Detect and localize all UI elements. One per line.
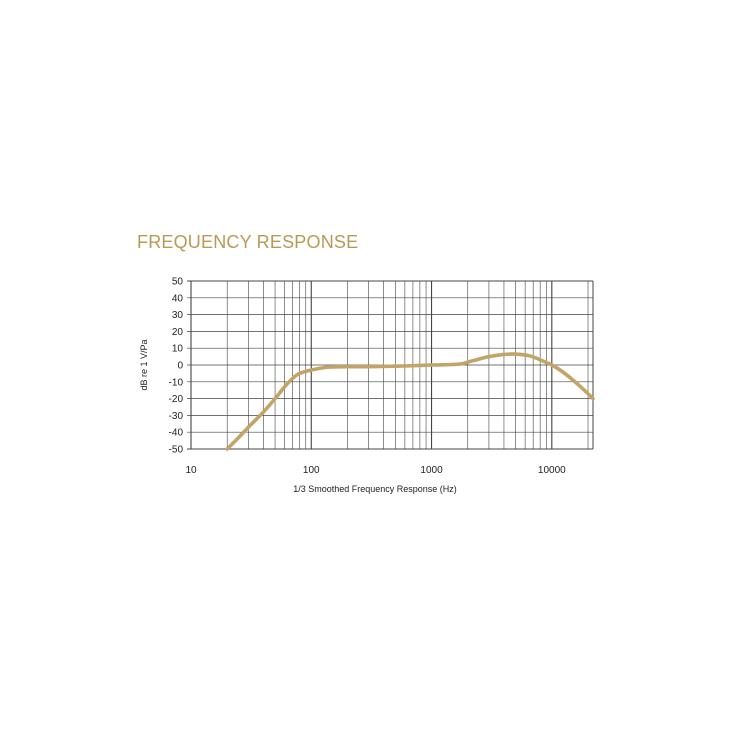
- y-tick-label: -20: [169, 394, 184, 405]
- y-tick-label: 0: [177, 361, 183, 372]
- y-tick-label: -30: [169, 411, 184, 422]
- y-tick-label: 30: [172, 310, 184, 321]
- x-tick-label: 1000: [420, 465, 443, 476]
- y-tick-label: -50: [169, 445, 184, 456]
- chart-title: FREQUENCY RESPONSE: [137, 232, 359, 252]
- y-tick-label: 50: [172, 277, 184, 288]
- y-tick-label: -10: [169, 377, 184, 388]
- response-curve: [225, 352, 595, 451]
- y-tick-label: -40: [169, 428, 184, 439]
- x-tick-label: 10000: [538, 465, 566, 476]
- x-tick-label: 100: [303, 465, 320, 476]
- x-tick-labels: 10 100 1000 10000: [185, 465, 566, 476]
- y-tick-label: 20: [172, 327, 184, 338]
- curve-layer: [225, 352, 595, 451]
- y-tick-label: 10: [172, 344, 184, 355]
- x-tick-label: 10: [185, 465, 197, 476]
- horizontal-gridlines: [187, 280, 593, 450]
- y-tick-label: 40: [172, 293, 184, 304]
- y-tick-labels: 50 40 30 20 10 0 -10 -20 -30 -40 -50: [169, 277, 184, 456]
- y-axis-label: dB re 1 V/Pa: [139, 339, 149, 390]
- x-axis-label: 1/3 Smoothed Frequency Response (Hz): [293, 484, 457, 494]
